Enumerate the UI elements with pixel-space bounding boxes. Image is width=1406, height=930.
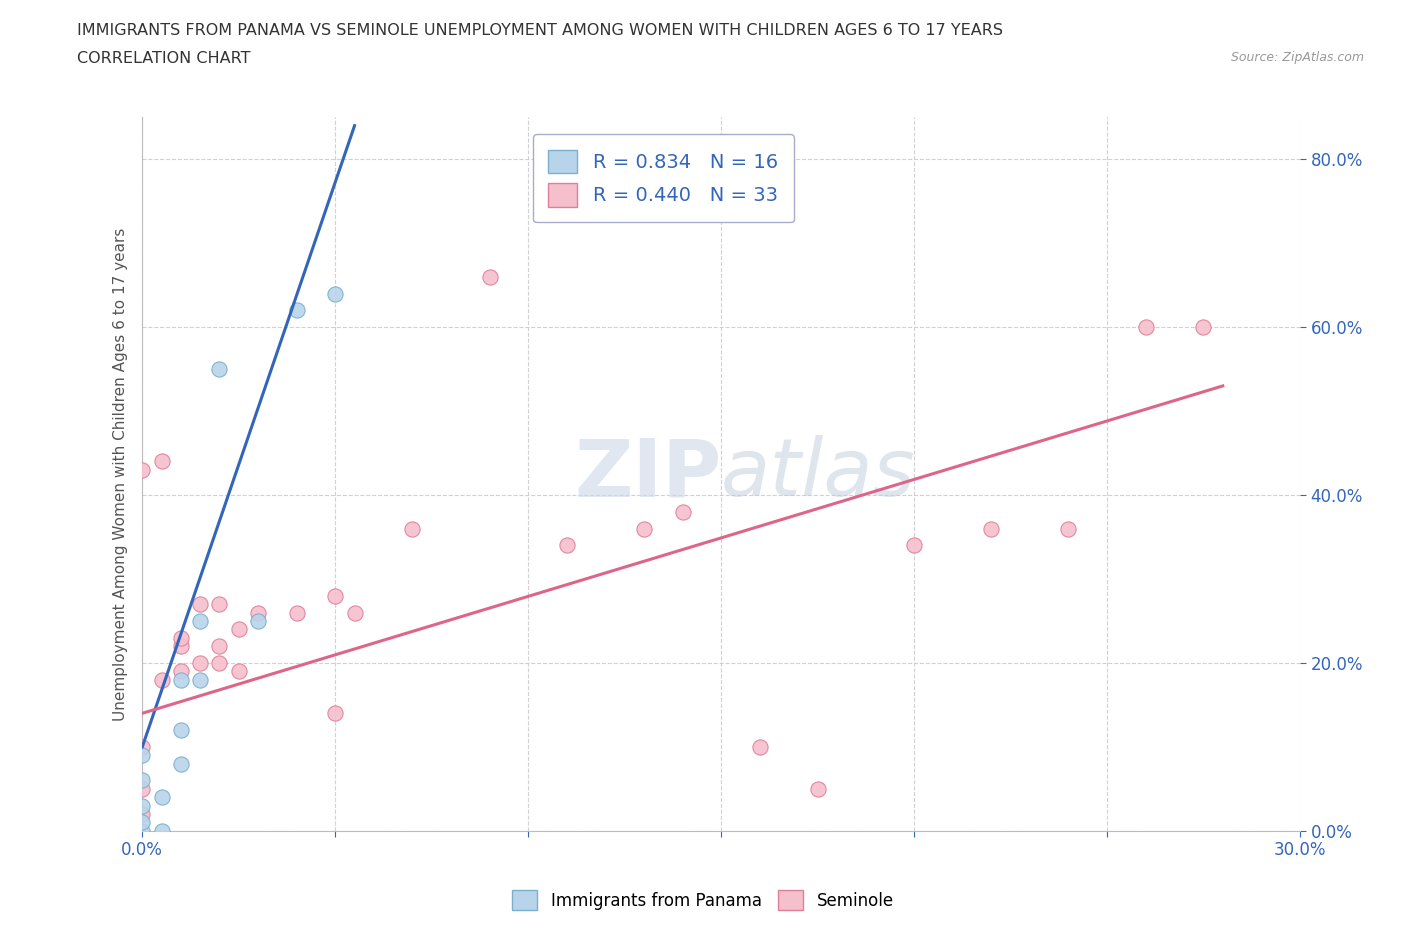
Point (285, 605, 308, 620)
Point (343, 605, 366, 620)
Point (247, 614, 270, 629)
Point (188, 656, 211, 671)
Point (170, 756, 193, 771)
Point (188, 614, 211, 629)
Text: IMMIGRANTS FROM PANAMA VS SEMINOLE UNEMPLOYMENT AMONG WOMEN WITH CHILDREN AGES 6: IMMIGRANTS FROM PANAMA VS SEMINOLE UNEMP… (77, 23, 1004, 38)
Point (228, 664, 250, 679)
Point (170, 664, 193, 679)
Point (131, 815, 153, 830)
Point (285, 303, 308, 318)
Point (131, 739, 153, 754)
Point (188, 672, 211, 687)
Point (131, 748, 153, 763)
Point (150, 823, 173, 838)
Legend: Immigrants from Panama, Seminole: Immigrants from Panama, Seminole (506, 884, 900, 917)
Text: ZIP: ZIP (574, 435, 721, 513)
Point (1192, 320, 1215, 335)
Point (131, 462, 153, 477)
Point (170, 723, 193, 737)
Point (807, 781, 830, 796)
Point (131, 806, 153, 821)
Point (170, 672, 193, 687)
Point (401, 521, 423, 536)
Point (131, 823, 153, 838)
Point (188, 597, 211, 612)
Point (150, 454, 173, 469)
Point (208, 656, 231, 671)
Point (1135, 320, 1157, 335)
Point (1057, 521, 1080, 536)
Point (131, 781, 153, 796)
Point (208, 639, 231, 654)
Y-axis label: Unemployment Among Women with Children Ages 6 to 17 years: Unemployment Among Women with Children A… (114, 227, 128, 721)
Point (555, 538, 578, 552)
Text: atlas: atlas (721, 435, 915, 513)
Point (748, 739, 770, 754)
Point (478, 270, 501, 285)
Point (247, 605, 270, 620)
Point (323, 706, 346, 721)
Text: CORRELATION CHART: CORRELATION CHART (77, 51, 250, 66)
Point (671, 504, 693, 519)
Point (170, 639, 193, 654)
Point (903, 538, 925, 552)
Point (150, 790, 173, 804)
Point (633, 521, 655, 536)
Point (208, 362, 231, 377)
Point (980, 521, 1002, 536)
Point (131, 798, 153, 813)
Point (323, 589, 346, 604)
Point (228, 622, 250, 637)
Legend: R = 0.834   N = 16, R = 0.440   N = 33: R = 0.834 N = 16, R = 0.440 N = 33 (533, 134, 794, 222)
Point (323, 286, 346, 301)
Text: Source: ZipAtlas.com: Source: ZipAtlas.com (1230, 51, 1364, 64)
Point (150, 672, 173, 687)
Point (170, 631, 193, 645)
Point (131, 773, 153, 788)
Point (208, 597, 231, 612)
